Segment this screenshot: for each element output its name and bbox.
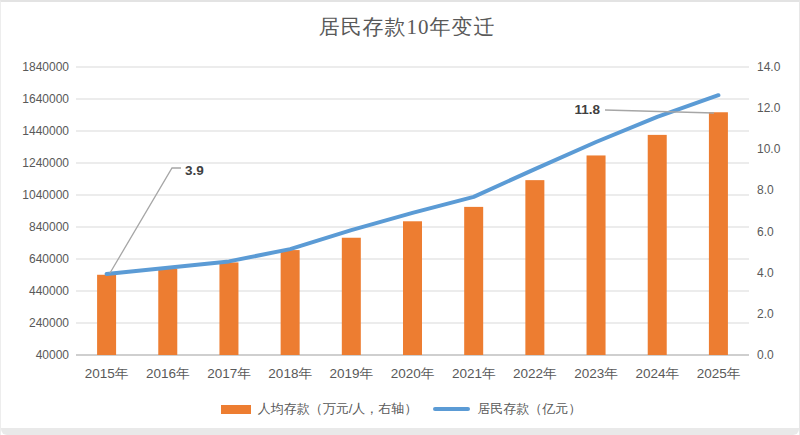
right-axis-tick-label: 8.0 (757, 183, 774, 197)
left-axis-tick-label: 640000 (29, 252, 69, 266)
legend-item-bar-series: 人均存款（万元/人，右轴） (221, 400, 418, 418)
left-axis-tick-label: 1840000 (22, 60, 69, 74)
legend-item-line-series: 居民存款（亿元） (433, 400, 581, 418)
bar-2015年 (97, 275, 116, 355)
bar-2025年 (709, 112, 728, 355)
card-bottom-border (1, 428, 799, 435)
bar-2021年 (464, 207, 483, 355)
bar-2018年 (281, 250, 300, 355)
annotation-label-3.9: 3.9 (185, 163, 204, 178)
chart-card: 居民存款10年变迁 184000016400001440000124000010… (0, 0, 800, 435)
x-axis-label-2016年: 2016年 (146, 366, 190, 381)
bar-2024年 (648, 135, 667, 355)
bar-2016年 (158, 269, 177, 355)
left-axis-tick-label: 240000 (29, 316, 69, 330)
x-axis-label-2023年: 2023年 (574, 366, 618, 381)
left-axis-tick-label: 840000 (29, 220, 69, 234)
right-axis-tick-label: 6.0 (757, 225, 774, 239)
x-axis-label-2020年: 2020年 (391, 366, 435, 381)
bar-2023年 (587, 155, 606, 355)
x-axis-label-2024年: 2024年 (635, 366, 679, 381)
left-axis-tick-label: 40000 (36, 348, 70, 362)
bar-2022年 (525, 180, 544, 355)
legend-bar-label: 人均存款（万元/人，右轴） (258, 400, 418, 418)
right-axis-tick-label: 10.0 (757, 142, 781, 156)
annotation-leader-line (110, 168, 181, 273)
right-axis-tick-label: 12.0 (757, 101, 781, 115)
bar-series-swatch-icon (221, 405, 251, 414)
left-axis-tick-label: 1040000 (22, 188, 69, 202)
x-axis-label-2019年: 2019年 (330, 366, 374, 381)
right-axis-tick-label: 2.0 (757, 307, 774, 321)
x-axis-label-2022年: 2022年 (513, 366, 557, 381)
x-axis-label-2017年: 2017年 (207, 366, 251, 381)
left-axis-tick-label: 1240000 (22, 156, 69, 170)
x-axis-label-2021年: 2021年 (452, 366, 496, 381)
left-axis-tick-label: 1640000 (22, 92, 69, 106)
line-series-swatch-icon (433, 407, 470, 411)
left-axis-tick-label: 1440000 (22, 124, 69, 138)
legend: 人均存款（万元/人，右轴） 居民存款（亿元） (1, 400, 800, 418)
right-axis-tick-label: 4.0 (757, 266, 774, 280)
combo-chart-plot: 1840000 1640000 1440000 1240000 1040000 84000… (1, 2, 800, 435)
legend-line-label: 居民存款（亿元） (477, 400, 581, 418)
annotation-label-11.8: 11.8 (574, 102, 600, 117)
right-axis-tick-label: 14.0 (757, 60, 781, 74)
x-axis-label-2025年: 2025年 (697, 366, 741, 381)
bar-2020年 (403, 221, 422, 355)
right-axis-tick-label: 0.0 (757, 348, 774, 362)
x-axis-label-2015年: 2015年 (85, 366, 129, 381)
annotation-leader-line (605, 110, 714, 113)
left-axis-tick-label: 440000 (29, 284, 69, 298)
bar-2019年 (342, 238, 361, 355)
bar-2017年 (219, 262, 238, 355)
x-axis-label-2018年: 2018年 (268, 366, 312, 381)
